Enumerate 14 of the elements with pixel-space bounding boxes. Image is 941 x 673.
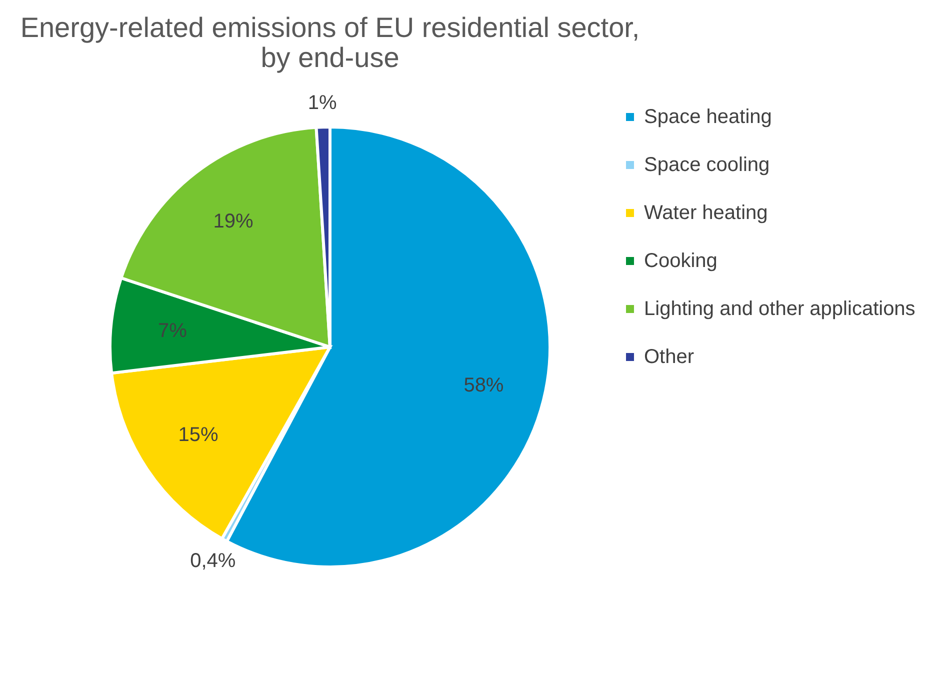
text: by end-use [260,42,400,74]
data-label: 19% [213,210,254,233]
data-label: 7% [158,320,188,342]
data-label: 1% [308,92,338,114]
legend-label: Space heating [644,106,772,128]
data-label: 58% [464,374,504,396]
legend-label: Other [644,346,694,368]
legend-label: Cooking [644,250,718,272]
legend-label: Space cooling [644,154,770,176]
data-label: 15% [178,424,218,446]
text: Energy-related emissions of EU residential sector, [20,12,640,44]
legend-label: Water heating [644,202,768,224]
data-label: 0,4% [190,550,236,572]
legend-label: Lighting and other applications [644,298,916,320]
